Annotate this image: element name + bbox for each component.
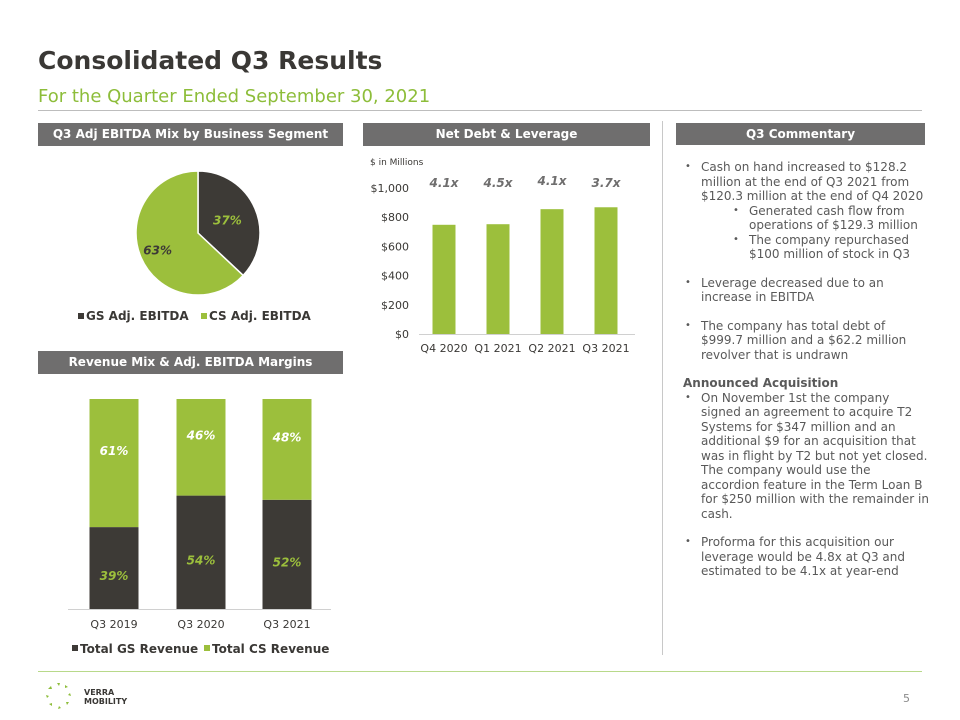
- legend-label: Total GS Revenue: [80, 642, 198, 656]
- segment-label: 61%: [100, 444, 129, 458]
- pie-slice: [197, 170, 261, 277]
- legend-swatch: [72, 645, 78, 651]
- commentary-bullet: On November 1st the company signed an ag…: [683, 391, 931, 522]
- y-tick-label: $200: [381, 299, 409, 312]
- commentary-text: Cash on hand increased to $128.2 million…: [683, 160, 931, 579]
- stacked-bar-segment: [262, 399, 312, 500]
- unit-note: $ in Millions: [370, 158, 424, 168]
- x-tick-label: Q1 2021: [474, 342, 521, 355]
- commentary-bullet: Cash on hand increased to $128.2 million…: [683, 160, 931, 204]
- net-debt-bar: [486, 224, 510, 334]
- x-tick-label: Q3 2021: [582, 342, 629, 355]
- legend-swatch: [78, 313, 84, 319]
- leverage-label: 4.5x: [483, 176, 514, 190]
- stacked-bar-segment: [176, 495, 226, 609]
- pie-slice: [135, 170, 245, 296]
- segment-label: 52%: [273, 555, 302, 569]
- legend-swatch: [204, 645, 210, 651]
- stacked-bar-segment: [176, 399, 226, 496]
- legend-label: CS Adj. EBITDA: [209, 309, 312, 323]
- net-debt-bar: [540, 209, 564, 334]
- leverage-label: 4.1x: [537, 174, 568, 188]
- footer-divider: [38, 671, 922, 672]
- page-subtitle: For the Quarter Ended September 30, 2021: [38, 86, 431, 107]
- net-debt-bar: [432, 224, 456, 334]
- x-tick-label: Q4 2020: [420, 342, 467, 355]
- legend-label: Total CS Revenue: [212, 642, 329, 656]
- commentary-bullet: Proforma for this acquisition our levera…: [683, 535, 931, 579]
- segment-label: 48%: [272, 430, 302, 444]
- x-tick-label: Q2 2021: [528, 342, 575, 355]
- stack-panel-header: Revenue Mix & Adj. EBITDA Margins: [38, 351, 343, 374]
- x-tick-label: Q3 2021: [263, 618, 310, 631]
- stacked-bar-segment: [89, 527, 139, 609]
- legend-swatch: [201, 313, 207, 319]
- commentary-sub-bullet: The company repurchased $100 million of …: [683, 233, 931, 262]
- pie-panel-header: Q3 Adj EBITDA Mix by Business Segment: [38, 123, 343, 146]
- stacked-bar-segment: [89, 399, 139, 528]
- header-divider: [38, 110, 922, 111]
- commentary-bullet: Leverage decreased due to an increase in…: [683, 276, 931, 305]
- net-debt-bar-chart: $ in Millions $0 $200 $400 $600 $800 $1,000 4.1…: [370, 158, 635, 355]
- verra-mobility-logo-icon: [46, 683, 71, 709]
- stacked-bar-segment: [262, 499, 312, 609]
- page-title: Consolidated Q3 Results: [38, 46, 383, 75]
- pie-slice-label: 37%: [213, 213, 242, 227]
- commentary-sub-bullet: Generated cash flow from operations of $…: [683, 204, 931, 233]
- net-debt-bar: [594, 207, 618, 334]
- y-tick-label: $1,000: [371, 182, 410, 195]
- revenue-mix-stacked-bar-chart: 39% 61% Q3 2019 54% 46% Q3 2020 52% 48% Q3 2021 T…: [68, 399, 331, 656]
- commentary-bullet: The company has total debt of $999.7 mil…: [683, 319, 931, 363]
- leverage-label: 3.7x: [592, 176, 622, 190]
- leverage-label: 4.1x: [429, 176, 460, 190]
- segment-label: 39%: [100, 569, 129, 583]
- x-tick-label: Q3 2020: [177, 618, 224, 631]
- pie-slice-label: 63%: [143, 243, 172, 257]
- y-tick-label: $0: [395, 328, 409, 341]
- x-tick-label: Q3 2019: [90, 618, 137, 631]
- column-divider: [662, 121, 663, 655]
- commentary-panel-header: Q3 Commentary: [676, 123, 925, 145]
- segment-label: 54%: [187, 553, 216, 567]
- page-number: 5: [903, 692, 910, 705]
- y-tick-label: $400: [381, 270, 409, 283]
- y-tick-label: $600: [381, 240, 409, 253]
- logo-wordmark: VERRA MOBILITY: [84, 688, 128, 706]
- ebitda-mix-pie-chart: 37% 63% GS Adj. EBITDA CS Adj. EBITDA: [78, 170, 312, 323]
- acquisition-heading: Announced Acquisition: [683, 376, 839, 390]
- debt-panel-header: Net Debt & Leverage: [363, 123, 650, 146]
- legend-label: GS Adj. EBITDA: [86, 309, 189, 323]
- y-tick-label: $800: [381, 211, 409, 224]
- segment-label: 46%: [186, 428, 216, 442]
